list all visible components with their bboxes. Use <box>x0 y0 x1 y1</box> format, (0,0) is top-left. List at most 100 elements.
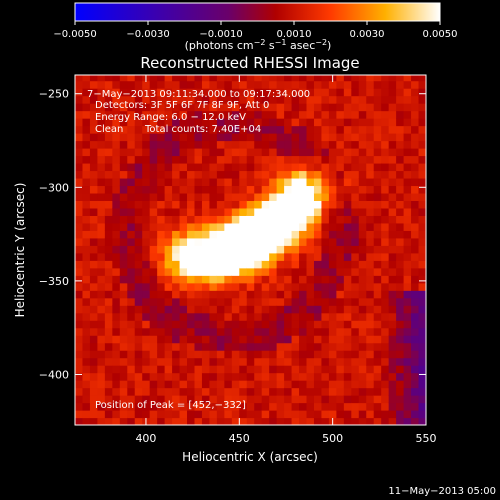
heatmap-cell <box>157 372 166 381</box>
heatmap-cell <box>396 380 405 389</box>
heatmap-cell <box>142 387 151 396</box>
heatmap-cell <box>201 215 211 224</box>
heatmap-cell <box>343 155 352 164</box>
heatmap-cell <box>231 350 240 359</box>
detectors-label: Detectors: 3F 5F 6F 7F 8F 9F, Att 0 <box>95 100 269 111</box>
heatmap-cell <box>134 357 143 366</box>
heatmap-cell <box>373 417 382 425</box>
heatmap-cell <box>246 75 255 82</box>
heatmap-cell <box>157 305 166 314</box>
heatmap-cell <box>366 140 375 149</box>
heatmap-cell <box>179 222 188 231</box>
heatmap-cell <box>299 133 308 142</box>
heatmap-cell <box>97 260 106 269</box>
heatmap-cell <box>403 335 412 344</box>
heatmap-cell <box>216 252 225 261</box>
heatmap-cell <box>216 140 225 149</box>
heatmap-cell <box>261 245 270 254</box>
heatmap-cell <box>119 357 128 366</box>
heatmap-cell <box>276 88 285 97</box>
heatmap-cell <box>187 230 196 239</box>
heatmap-cell <box>269 320 278 329</box>
energy-range-label: Energy Range: 6.0 − 12.0 keV <box>95 112 246 123</box>
heatmap-cell <box>112 215 121 224</box>
heatmap-cell <box>343 118 352 127</box>
heatmap-cell <box>187 417 196 425</box>
heatmap-cell <box>284 185 293 194</box>
heatmap-cell <box>134 380 143 389</box>
heatmap-cell <box>276 297 285 306</box>
heatmap-cell <box>299 125 308 134</box>
heatmap-cell <box>328 297 337 306</box>
heatmap-cell <box>358 222 367 231</box>
heatmap-cell <box>216 207 225 216</box>
heatmap-cell <box>269 95 278 104</box>
heatmap-cell <box>75 275 84 284</box>
heatmap-cell <box>358 118 367 127</box>
heatmap-cell <box>231 237 240 246</box>
heatmap-cell <box>254 185 263 194</box>
heatmap-cell <box>82 80 91 89</box>
heatmap-cell <box>209 320 218 329</box>
heatmap-cell <box>328 372 337 381</box>
heatmap-cell <box>261 350 270 359</box>
heatmap-cell <box>403 320 412 329</box>
heatmap-cell <box>254 80 263 89</box>
heatmap-cell <box>216 215 225 224</box>
heatmap-cell <box>306 365 315 374</box>
heatmap-cell <box>82 185 91 194</box>
heatmap-cell <box>209 222 218 231</box>
heatmap-cell <box>381 297 390 306</box>
heatmap-cell <box>224 170 233 179</box>
heatmap-cell <box>343 357 352 366</box>
heatmap-cell <box>179 357 188 366</box>
heatmap-cell <box>231 260 240 269</box>
heatmap-cell <box>299 88 308 97</box>
heatmap-cell <box>127 320 136 329</box>
heatmap-cell <box>97 312 106 321</box>
heatmap-cell <box>119 320 128 329</box>
heatmap-cell <box>97 417 106 425</box>
heatmap-cell <box>373 267 382 276</box>
heatmap-cell <box>351 350 360 359</box>
heatmap-cell <box>209 357 218 366</box>
heatmap-cell <box>313 320 323 329</box>
heatmap-cell <box>201 75 211 82</box>
colorbar-tick-label: 0.0030 <box>350 29 385 40</box>
heatmap-cell <box>411 342 420 351</box>
heatmap-cell <box>216 95 225 104</box>
heatmap-cells <box>75 75 426 425</box>
heatmap-cell <box>291 215 300 224</box>
heatmap-cell <box>231 207 240 216</box>
heatmap-cell <box>358 125 367 134</box>
heatmap-cell <box>269 200 278 209</box>
heatmap-cell <box>321 245 330 254</box>
heatmap-cell <box>276 320 285 329</box>
heatmap-cell <box>119 297 128 306</box>
heatmap-cell <box>291 147 300 157</box>
heatmap-cell <box>89 185 99 194</box>
heatmap-cell <box>351 155 360 164</box>
heatmap-cell <box>134 177 143 187</box>
heatmap-cell <box>373 402 382 411</box>
heatmap-cell <box>269 110 278 119</box>
heatmap-cell <box>306 290 315 299</box>
heatmap-cell <box>343 320 352 329</box>
heatmap-cell <box>396 365 405 374</box>
heatmap-cell <box>246 275 255 284</box>
heatmap-cell <box>343 200 352 209</box>
heatmap-cell <box>388 312 397 321</box>
heatmap-cell <box>291 103 300 112</box>
heatmap-cell <box>239 417 248 425</box>
heatmap-cell <box>224 357 233 366</box>
heatmap-cell <box>224 222 233 231</box>
heatmap-cell <box>119 365 128 374</box>
heatmap-cell <box>254 95 263 104</box>
heatmap-cell <box>328 395 337 404</box>
heatmap-cell <box>336 200 345 209</box>
heatmap-cell <box>261 275 270 284</box>
heatmap-cell <box>164 305 173 314</box>
heatmap-cell <box>418 387 426 396</box>
heatmap-cell <box>299 395 308 404</box>
heatmap-cell <box>411 372 420 381</box>
